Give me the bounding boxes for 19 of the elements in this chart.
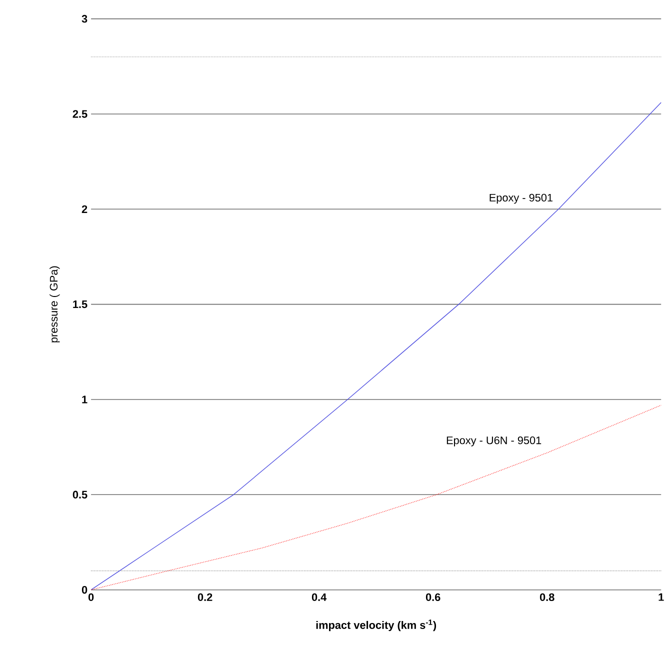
x-tick-label: 1 [658, 593, 664, 601]
x-tick-label: 0 [88, 593, 94, 601]
line-series [90, 102, 662, 590]
series-label: Epoxy - 9501 [490, 194, 552, 204]
y-tick-label: 1.5 [73, 300, 88, 308]
x-tick-label: 0.4 [312, 593, 327, 601]
series-label: Epoxy - U6N - 9501 [446, 436, 542, 446]
y-axis-title: pressure ( GPa) [50, 266, 60, 342]
y-tick-label: 3 [82, 14, 88, 23]
line-series [90, 404, 662, 590]
x-tick-label: 0.8 [540, 593, 554, 601]
y-tick-label: 2 [82, 205, 88, 213]
y-tick-label: 0.5 [72, 490, 88, 498]
x-tick-label: 0.2 [198, 593, 212, 601]
y-tick-label: 1 [82, 396, 88, 404]
x-tick-label: 0.6 [426, 593, 440, 601]
x-axis-title: impact velocity (km s$^{-1}$) [316, 620, 436, 632]
y-tick-label: 2.5 [72, 110, 88, 118]
y-tick-label: 0 [82, 586, 88, 594]
